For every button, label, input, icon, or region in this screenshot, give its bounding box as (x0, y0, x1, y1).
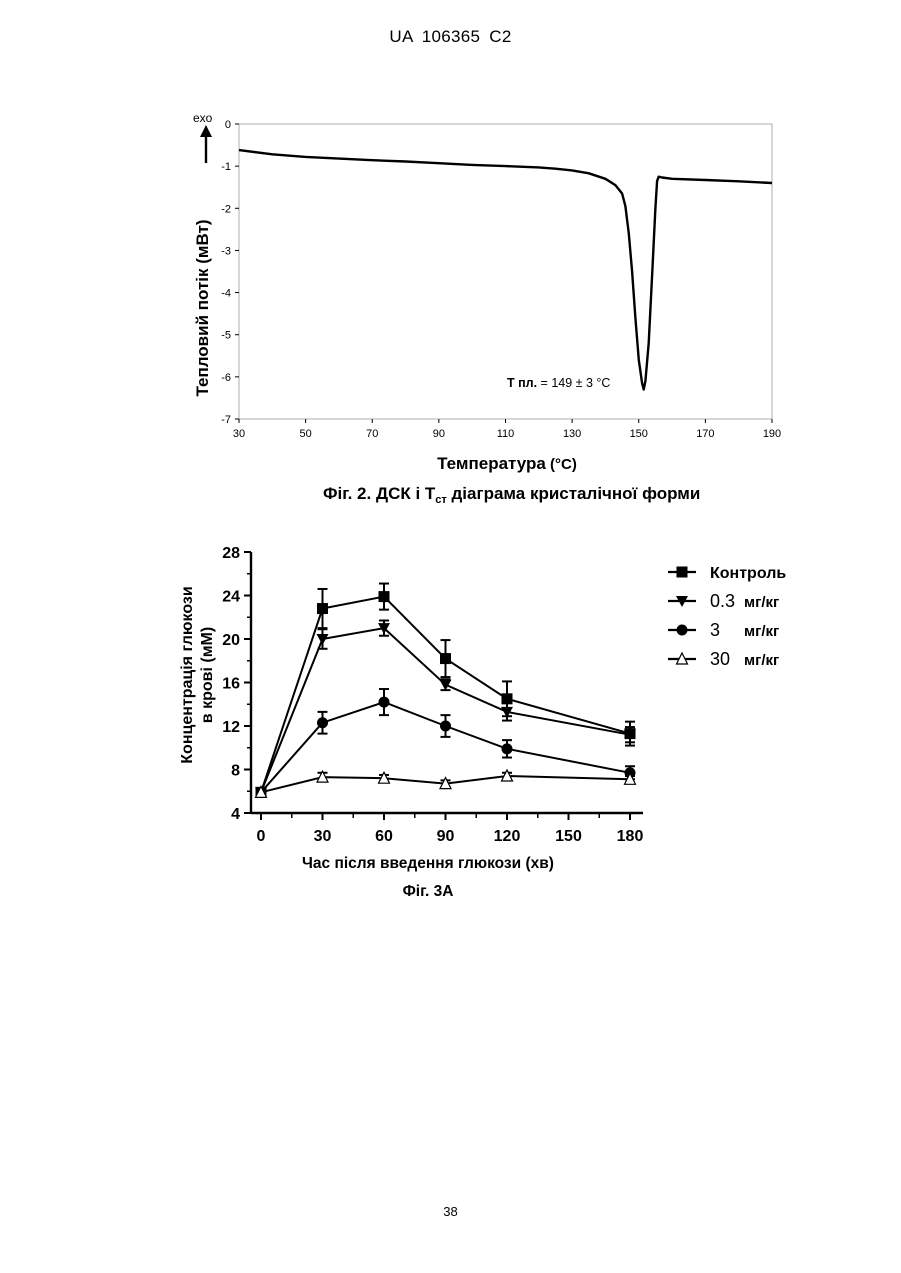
glucose-y-tick-label: 24 (222, 589, 240, 606)
figure2-caption-prefix: Фіг. 2. ДСК і Т (323, 484, 436, 503)
glucose-data-point (502, 743, 513, 754)
glucose-data-point (317, 603, 328, 614)
glucose-y-tick-label: 28 (222, 545, 240, 562)
dsc-x-axis-label: Температура (°С) (437, 454, 577, 473)
legend-dose: 3 (710, 620, 720, 640)
exo-arrow-icon (200, 125, 212, 163)
glucose-x-tick-label: 0 (257, 828, 266, 845)
glucose-chart: 4 8 12 16 20 24 28 0 30 60 90 120 150 180 Концентрац… (170, 535, 810, 910)
dsc-y-tick-label: -7 (221, 414, 231, 426)
glucose-x-tick-label: 60 (375, 828, 393, 845)
glucose-y-axis-label-line1: Концентрація глюкози (179, 586, 196, 763)
dsc-y-tick-label: 0 (225, 119, 231, 131)
figure2-caption-subscript: ст (435, 494, 447, 505)
figure2-caption-suffix: діаграма кристалічної форми (447, 484, 701, 503)
page-number: 38 (0, 1204, 901, 1219)
legend-marker (677, 567, 688, 578)
patent-header: UA 106365 C2 (0, 27, 901, 47)
melting-point-label: T пл. (507, 376, 537, 390)
exo-label: exo (193, 111, 213, 125)
figure3a-caption: Фіг. 3А (403, 883, 454, 900)
dsc-chart: 0-1-2-3-4-5-6-7 30507090110130150170190 … (180, 105, 800, 505)
dsc-y-tick-label: -6 (221, 372, 231, 384)
figure2-caption: Фіг. 2. ДСК і Тст діаграма кристалічної … (323, 484, 700, 505)
dsc-x-axis-label-unit: (°С) (546, 456, 577, 473)
glucose-y-tick-label: 4 (231, 806, 240, 823)
glucose-y-axis-label-line2: в крові (мМ) (199, 627, 216, 723)
glucose-data-point (440, 680, 452, 691)
glucose-x-tick-label: 120 (494, 828, 521, 845)
dsc-x-tick-label: 190 (763, 428, 781, 440)
dsc-x-tick-label: 170 (696, 428, 714, 440)
dsc-x-tick-label: 150 (630, 428, 648, 440)
melting-point-value: = 149 ± 3 °C (537, 376, 610, 390)
glucose-x-axis-label: Час після введення глюкози (хв) (302, 855, 554, 872)
glucose-x-tick-label: 150 (555, 828, 582, 845)
legend-item: 30 мг/кг (668, 649, 779, 669)
legend-unit: мг/кг (744, 623, 779, 640)
legend-label: Контроль (710, 565, 786, 582)
dsc-x-tick-label: 70 (366, 428, 378, 440)
legend-item: 3 мг/кг (668, 620, 779, 640)
dsc-y-tick-label: -1 (221, 161, 231, 173)
legend-unit: мг/кг (744, 594, 779, 611)
dsc-x-tick-label: 30 (233, 428, 245, 440)
glucose-data-point (317, 634, 329, 645)
legend-dose: 0.3 (710, 591, 735, 611)
legend-dose: 30 (710, 649, 730, 669)
dsc-x-tick-label: 90 (433, 428, 445, 440)
legend-unit: мг/кг (744, 652, 779, 669)
glucose-data-point (440, 721, 451, 732)
glucose-y-tick-label: 20 (222, 632, 240, 649)
legend-item: 0.3 мг/кг (668, 591, 779, 611)
glucose-data-point (379, 591, 390, 602)
glucose-y-tick-label: 8 (231, 763, 240, 780)
dsc-y-tick-label: -2 (221, 203, 231, 215)
dsc-x-tick-label: 50 (300, 428, 312, 440)
glucose-x-tick-label: 90 (437, 828, 455, 845)
dsc-y-tick-label: -3 (221, 245, 231, 257)
dsc-y-tick-label: -4 (221, 288, 231, 300)
glucose-data-point (440, 653, 451, 664)
glucose-y-tick-label: 12 (222, 719, 240, 736)
dsc-x-tick-label: 110 (497, 428, 515, 440)
legend-marker (677, 625, 688, 636)
glucose-series-3 (256, 770, 636, 797)
legend-item: Контроль (668, 565, 786, 582)
dsc-y-tick-label: -5 (221, 330, 231, 342)
dsc-y-axis-label: Тепловий потік (мВт) (193, 219, 212, 396)
glucose-legend: Контроль 0.3 мг/кг 3 мг/кг 30 мг/кг (668, 565, 786, 669)
glucose-x-tick-label: 180 (617, 828, 644, 845)
glucose-x-tick-label: 30 (314, 828, 332, 845)
glucose-data-point (317, 717, 328, 728)
glucose-data-point (379, 697, 390, 708)
dsc-x-axis-label-main: Температура (437, 454, 546, 473)
glucose-y-tick-label: 16 (222, 676, 240, 693)
dsc-x-tick-label: 130 (563, 428, 581, 440)
melting-point-annotation: T пл. = 149 ± 3 °C (507, 376, 610, 390)
dsc-plot-frame (239, 124, 772, 419)
